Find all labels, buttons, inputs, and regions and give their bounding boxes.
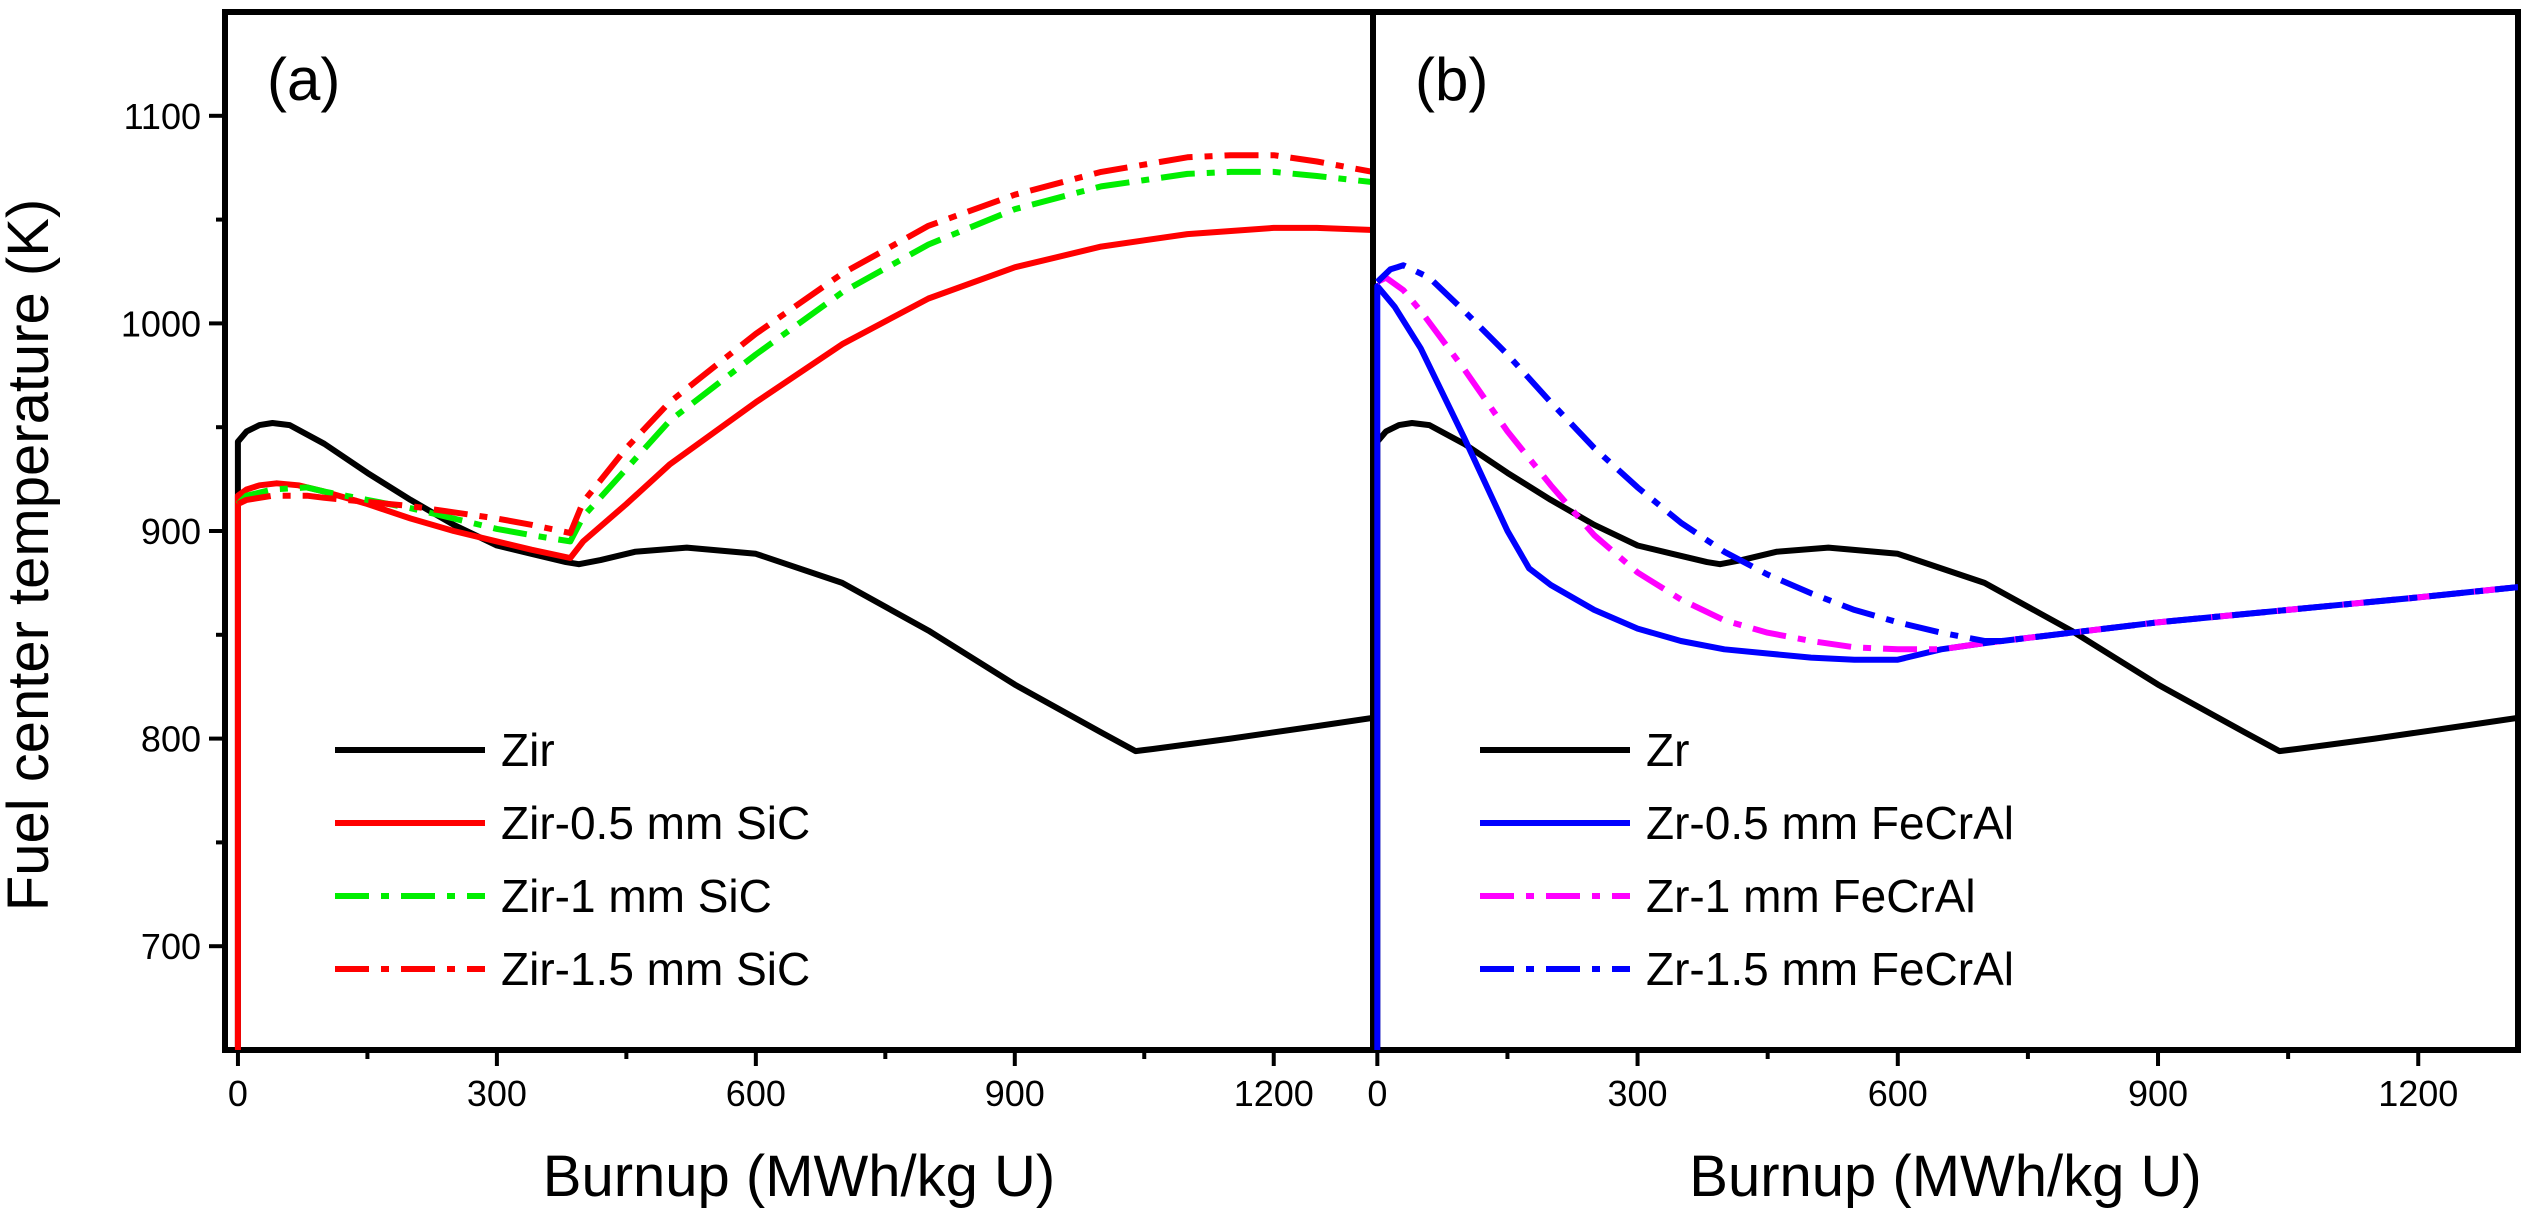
series-line-zir-0-5-mm-sic (234, 224, 1373, 1050)
legend-label: Zir-0.5 mm SiC (501, 797, 810, 849)
legend-label: Zir-1 mm SiC (501, 870, 772, 922)
x-tick-label: 600 (1868, 1073, 1928, 1114)
panel-a-x-axis-title: Burnup (MWh/kg U) (543, 1144, 1055, 1209)
panel-b-axes: 0 300 600 900 1200 (1367, 1050, 2458, 1114)
series-line-zr (1374, 420, 2518, 1050)
panel-b-x-axis-title: Burnup (MWh/kg U) (1689, 1144, 2201, 1209)
x-tick-label: 1200 (1234, 1073, 1314, 1114)
series-line-zir-1-5-mm-sic (236, 152, 1373, 537)
x-tick-label: 0 (228, 1073, 248, 1114)
y-tick-label: 700 (141, 926, 201, 967)
legend-label: Zir (501, 724, 555, 776)
panel-b-label: (b) (1415, 46, 1488, 113)
y-tick-label: 900 (141, 511, 201, 552)
series-line-zr-1-mm-fecral (1375, 274, 2518, 653)
legend-label: Zir-1.5 mm SiC (501, 943, 810, 995)
panel-a-label: (a) (267, 46, 340, 113)
x-tick-label: 300 (467, 1073, 527, 1114)
panel-a-series (234, 152, 1373, 1050)
legend-label: Zr-1.5 mm FeCrAl (1646, 943, 2014, 995)
legend-label: Zr-0.5 mm FeCrAl (1646, 797, 2014, 849)
panel-b-frame (1370, 9, 2521, 1053)
legend-label: Zr (1646, 724, 1689, 776)
y-axis-title: Fuel center temperature (K) (0, 199, 61, 911)
series-line-zr-1-5-mm-fecral (1375, 262, 2518, 644)
panel-b-legend: Zr Zr-0.5 mm FeCrAl Zr-1 mm FeCrAl Zr-1.5 m… (1480, 724, 2014, 995)
x-tick-label: 600 (726, 1073, 786, 1114)
x-tick-label: 0 (1367, 1073, 1387, 1114)
series-line-zir (234, 420, 1373, 1050)
legend-label: Zr-1 mm FeCrAl (1646, 870, 1976, 922)
y-tick-label: 800 (141, 719, 201, 760)
panel-b: 0 300 600 900 1200 (b) Burnup (MWh/kg U) ZrZ… (1367, 9, 2521, 1209)
panel-a: 0 300 600 900 1200 700 800 900 1000 1100 (a) Burn… (121, 9, 1376, 1209)
y-tick-label: 1000 (121, 303, 201, 344)
x-tick-label: 900 (985, 1073, 1045, 1114)
x-tick-label: 900 (2128, 1073, 2188, 1114)
series-line-zir-1-mm-sic (235, 168, 1373, 545)
panel-a-axes: 0 300 600 900 1200 700 800 900 1000 1100 (121, 96, 1314, 1114)
x-tick-label: 1200 (2378, 1073, 2458, 1114)
x-tick-label: 300 (1608, 1073, 1668, 1114)
y-tick-label: 1100 (124, 96, 201, 137)
panel-b-series (1374, 262, 2518, 1050)
panel-a-legend: Zir Zir-0.5 mm SiC Zir-1 mm SiC Zir-1.5 mm … (335, 724, 810, 995)
